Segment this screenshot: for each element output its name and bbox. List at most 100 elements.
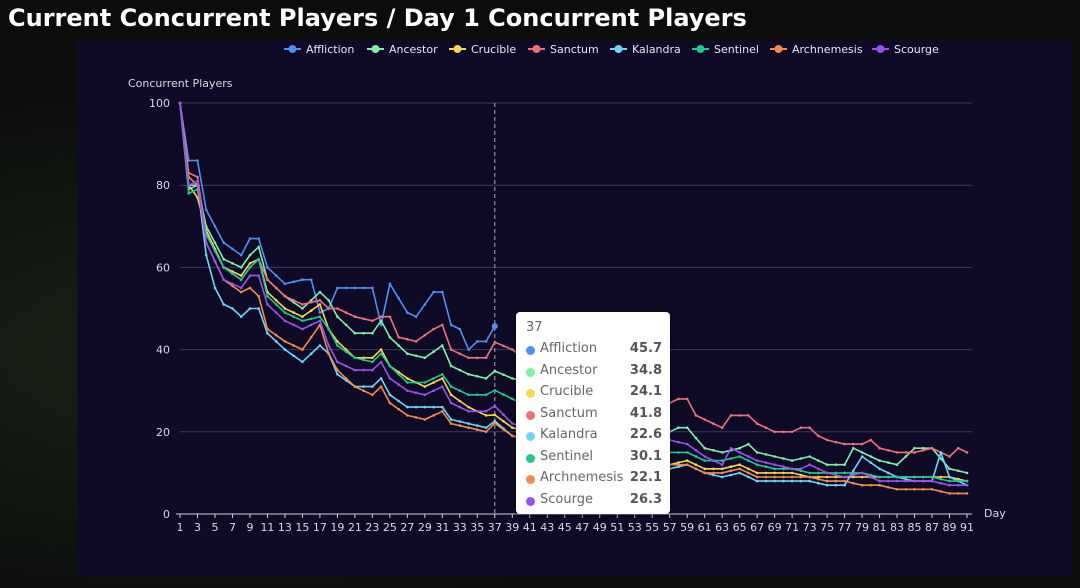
data-point xyxy=(834,440,838,444)
data-point xyxy=(782,465,785,469)
data-point xyxy=(406,311,409,314)
tooltip-series-value: 26.3 xyxy=(629,491,662,507)
data-point xyxy=(283,319,287,323)
data-point xyxy=(712,449,715,452)
data-point xyxy=(449,364,453,368)
data-point xyxy=(406,405,409,409)
data-point xyxy=(948,483,951,487)
legend-item-ancestor[interactable]: Ancestor xyxy=(367,43,438,56)
x-tick-label: 1 xyxy=(177,521,184,534)
data-point xyxy=(467,410,470,413)
data-point xyxy=(493,404,497,408)
x-tick-label: 47 xyxy=(575,521,589,534)
data-point xyxy=(379,352,383,356)
data-point xyxy=(336,368,339,372)
data-point xyxy=(406,414,409,417)
data-point xyxy=(423,385,427,388)
data-point xyxy=(895,488,899,491)
data-point xyxy=(843,483,846,487)
data-point xyxy=(782,479,785,483)
legend-label: Affliction xyxy=(306,43,354,56)
data-point xyxy=(720,459,724,462)
data-point xyxy=(852,473,855,477)
tooltip-series-name: Sentinel xyxy=(540,448,594,464)
data-point xyxy=(441,323,444,327)
data-point xyxy=(869,475,873,479)
data-point xyxy=(414,416,418,419)
data-point xyxy=(677,461,680,464)
x-tick-label: 27 xyxy=(400,521,414,534)
data-point xyxy=(476,340,479,343)
data-point xyxy=(703,467,706,471)
data-point xyxy=(747,455,750,458)
data-point xyxy=(755,459,759,462)
data-point xyxy=(318,315,322,319)
data-point xyxy=(484,430,488,434)
data-point xyxy=(755,471,759,475)
tooltip-dot xyxy=(526,367,535,377)
series-line-affliction[interactable] xyxy=(179,102,496,351)
data-point xyxy=(799,479,803,483)
data-point xyxy=(948,455,951,458)
data-point xyxy=(493,413,497,417)
data-point xyxy=(344,364,348,368)
data-point xyxy=(957,492,960,495)
data-point xyxy=(353,356,357,360)
data-point xyxy=(511,422,514,425)
data-point xyxy=(423,333,427,337)
data-point xyxy=(799,467,803,471)
x-tick-label: 67 xyxy=(750,521,764,534)
data-point xyxy=(773,479,776,483)
legend-item-affliction[interactable]: Affliction xyxy=(284,43,354,56)
data-point xyxy=(502,344,505,348)
data-point xyxy=(738,446,741,450)
x-tick-label: 79 xyxy=(855,521,869,534)
tooltip-row-kalandra: Kalandra 22.6 xyxy=(526,426,662,446)
data-point xyxy=(922,488,925,491)
data-point xyxy=(344,348,348,351)
legend-item-sanctum[interactable]: Sanctum xyxy=(528,43,599,56)
data-point xyxy=(799,475,803,479)
data-point xyxy=(922,479,925,483)
data-point xyxy=(817,434,820,438)
data-point xyxy=(292,315,296,319)
data-point xyxy=(397,336,400,339)
data-point xyxy=(301,303,304,306)
data-point xyxy=(720,467,724,471)
data-point xyxy=(266,294,269,298)
data-point xyxy=(895,451,899,454)
data-point xyxy=(301,315,304,319)
data-point xyxy=(493,419,497,423)
data-point xyxy=(388,315,392,319)
data-point xyxy=(712,471,715,475)
legend-item-scourge[interactable]: Scourge xyxy=(872,43,939,56)
data-point xyxy=(694,414,698,417)
data-point xyxy=(336,315,339,319)
data-point xyxy=(720,463,724,467)
data-point xyxy=(817,481,820,485)
data-point xyxy=(799,426,803,430)
data-point xyxy=(965,492,969,495)
legend-item-sentinel[interactable]: Sentinel xyxy=(692,43,759,56)
data-point xyxy=(852,471,855,475)
data-point xyxy=(729,469,733,473)
legend-marker xyxy=(532,45,541,53)
legend[interactable]: Affliction Ancestor Crucible Sanctum Kalandr… xyxy=(284,43,939,56)
data-point xyxy=(441,290,444,294)
page-title: Current Concurrent Players / Day 1 Concu… xyxy=(8,4,747,32)
data-point xyxy=(441,385,444,388)
data-point xyxy=(852,475,855,479)
data-point xyxy=(231,262,234,265)
data-point xyxy=(476,393,479,397)
data-point xyxy=(458,352,462,356)
data-point xyxy=(957,469,960,473)
legend-item-archnemesis[interactable]: Archnemesis xyxy=(770,43,863,56)
data-point xyxy=(423,381,427,384)
data-point xyxy=(878,459,881,462)
data-point xyxy=(677,463,680,467)
tooltip-dot xyxy=(526,389,535,398)
data-point xyxy=(274,311,278,314)
legend-item-kalandra[interactable]: Kalandra xyxy=(610,43,681,56)
legend-item-crucible[interactable]: Crucible xyxy=(449,43,516,56)
